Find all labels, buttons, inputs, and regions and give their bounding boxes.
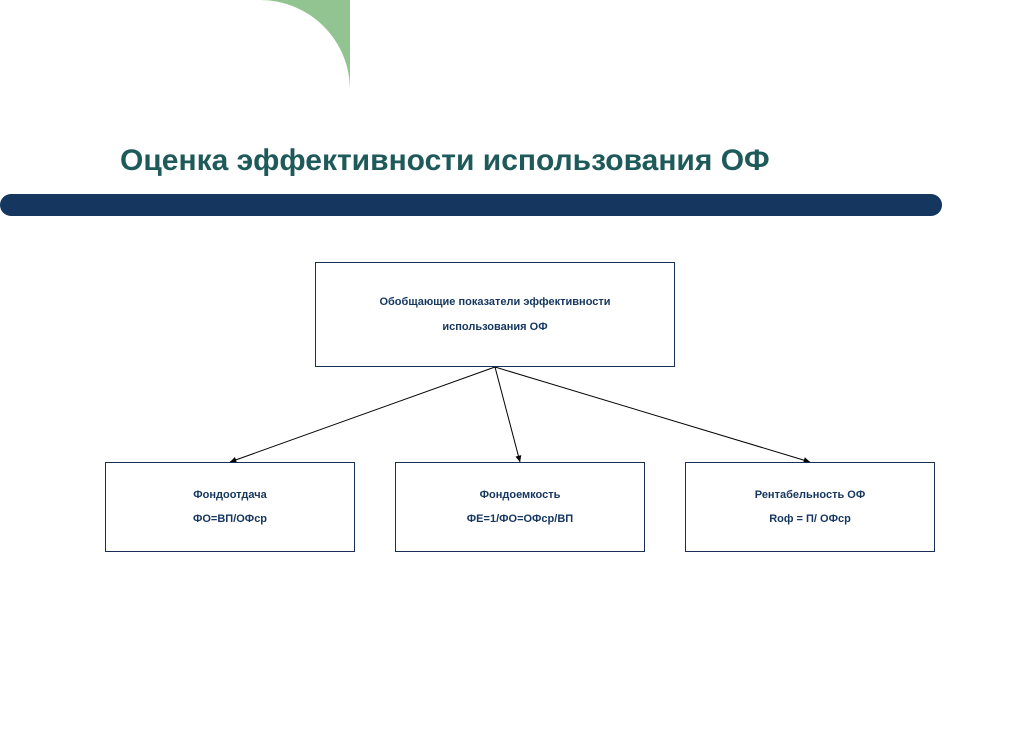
child-node-2-line: Рентабельность ОФ — [755, 483, 865, 507]
child-node-0: ФондоотдачаФО=ВП/ОФср — [105, 462, 355, 552]
connector-lines — [0, 0, 1024, 742]
child-node-1: ФондоемкостьФЕ=1/ФО=ОФср/ВП — [395, 462, 645, 552]
root-node-line: использования ОФ — [442, 315, 547, 339]
slide: Оценка эффективности использования ОФ Об… — [0, 0, 1024, 742]
root-node-line: Обобщающие показатели эффективности — [379, 290, 610, 314]
child-node-1-line: Фондоемкость — [480, 483, 561, 507]
page-title: Оценка эффективности использования ОФ — [120, 144, 770, 178]
child-node-0-line: Фондоотдача — [193, 483, 266, 507]
root-node: Обобщающие показатели эффективностииспол… — [315, 262, 675, 367]
child-node-2-line: Rоф = П/ ОФср — [769, 507, 851, 531]
child-node-1-line: ФЕ=1/ФО=ОФср/ВП — [467, 507, 573, 531]
child-node-2: Рентабельность ОФRоф = П/ ОФср — [685, 462, 935, 552]
child-node-0-line: ФО=ВП/ОФср — [193, 507, 267, 531]
title-underline-bar — [0, 194, 942, 216]
